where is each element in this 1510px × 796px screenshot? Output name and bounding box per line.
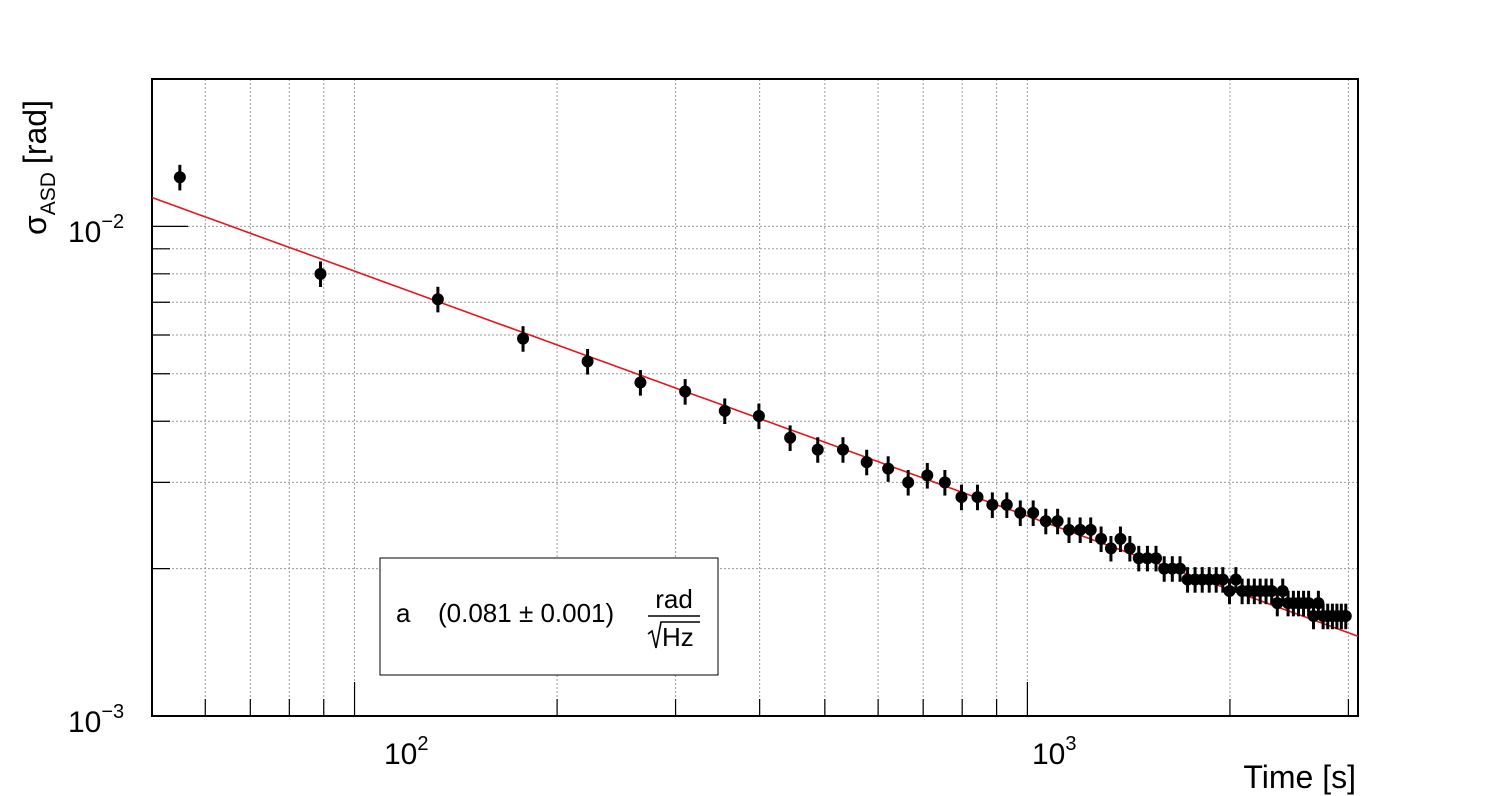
data-point	[1114, 532, 1127, 545]
data-point	[1062, 523, 1075, 536]
data-point	[971, 491, 984, 504]
data-point	[1223, 585, 1236, 598]
grid-lines	[151, 78, 1358, 717]
data-point	[634, 376, 647, 389]
data-point	[1095, 532, 1108, 545]
data-point	[1229, 573, 1242, 586]
data-point	[1174, 562, 1187, 575]
data-point	[882, 462, 895, 475]
plot-frame	[151, 78, 1359, 717]
data-point	[314, 267, 327, 280]
legend-unit-numerator: rad	[655, 584, 693, 614]
data-point	[1051, 515, 1064, 528]
data-point	[1271, 597, 1284, 610]
data-point	[921, 469, 934, 482]
data-point	[1312, 597, 1325, 610]
data-point	[1132, 552, 1145, 565]
data-point	[955, 491, 968, 504]
data-point	[1339, 610, 1352, 623]
x-axis-title: Time [s]	[1243, 759, 1356, 795]
data-point	[581, 355, 594, 368]
data-point	[1104, 542, 1117, 555]
data-point	[517, 332, 530, 345]
fit-legend-box: a (0.081 ± 0.001) rad Hz	[379, 557, 719, 676]
data-point	[1216, 573, 1229, 586]
legend-unit-denominator: Hz	[662, 622, 694, 652]
data-points	[173, 164, 1352, 630]
data-point	[836, 443, 849, 456]
data-point	[1039, 515, 1052, 528]
y-tick-label-1e-2: 10−2	[68, 211, 124, 249]
axis-ticks	[151, 78, 1350, 717]
data-point	[1276, 585, 1289, 598]
data-point	[1302, 597, 1315, 610]
x-tick-label-100: 102	[384, 733, 429, 771]
data-point	[1000, 498, 1013, 511]
data-point	[679, 385, 692, 398]
data-point	[752, 409, 765, 422]
data-point	[938, 476, 951, 489]
legend-parameter-value: (0.081 ± 0.001)	[438, 598, 614, 628]
data-point	[173, 171, 186, 184]
data-point	[1027, 506, 1040, 519]
data-point	[431, 293, 444, 306]
data-point	[1123, 542, 1136, 555]
data-point	[1141, 552, 1154, 565]
data-point	[1074, 523, 1087, 536]
data-point	[860, 456, 873, 469]
data-point	[718, 404, 731, 417]
data-point	[902, 476, 915, 489]
data-point	[986, 498, 999, 511]
data-point	[1150, 552, 1163, 565]
data-point	[1307, 610, 1320, 623]
data-point	[1265, 585, 1278, 598]
data-point	[811, 443, 824, 456]
legend-parameter-name: a	[396, 598, 411, 628]
data-point	[784, 431, 797, 444]
data-point	[1084, 523, 1097, 536]
axis-tick-labels: 102 103 10−2 10−3	[68, 211, 1077, 771]
y-axis-title: σASD[rad]	[17, 100, 60, 235]
sqrt-symbol-icon	[647, 621, 700, 649]
y-tick-label-1e-3: 10−3	[68, 701, 124, 739]
x-tick-label-1000: 103	[1032, 733, 1077, 771]
data-point	[1014, 506, 1027, 519]
